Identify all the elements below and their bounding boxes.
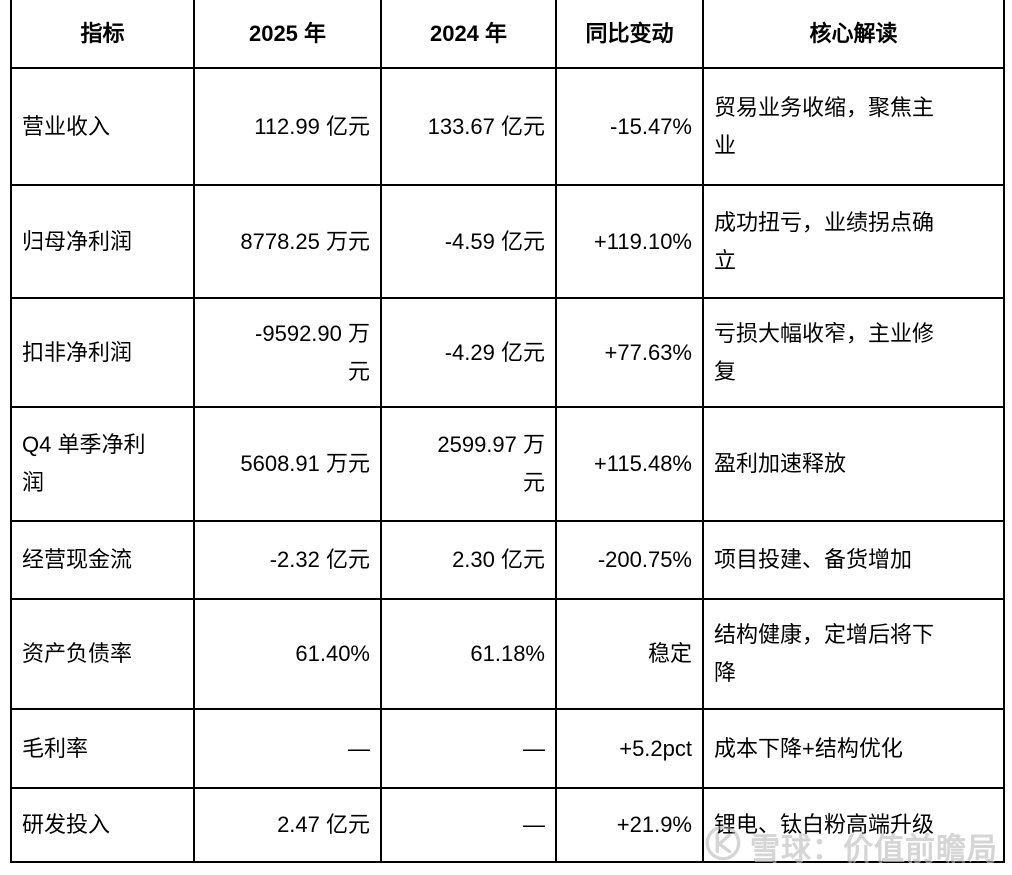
cell-2024-value: 133.67 亿元 — [380, 67, 557, 186]
header-yoy-change: 同比变动 — [555, 0, 704, 69]
cell-interpretation: 成功扭亏，业绩拐点确 立 — [702, 184, 1005, 299]
cell-2025-value: — — [193, 708, 382, 789]
cell-indicator: 扣非净利润 — [10, 297, 195, 408]
header-year-2025: 2025 年 — [193, 0, 382, 69]
header-indicator: 指标 — [10, 0, 195, 69]
table-row-net-profit: 归母净利润 8778.25 万元 -4.59 亿元 +119.10% 成功扭亏，… — [10, 184, 1005, 299]
cell-interpretation: 盈利加速释放 — [702, 406, 1005, 522]
table-container: 指标 2025 年 2024 年 同比变动 核心解读 营业收入 112.99 亿… — [10, 0, 1005, 863]
table-row-operating-cash-flow: 经营现金流 -2.32 亿元 2.30 亿元 -200.75% 项目投建、备货增… — [10, 520, 1005, 600]
table-row-debt-ratio: 资产负债率 61.40% 61.18% 稳定 结构健康，定增后将下 降 — [10, 598, 1005, 710]
cell-yoy-value: 稳定 — [555, 598, 704, 710]
cell-indicator: 毛利率 — [10, 708, 195, 789]
cell-indicator: 研发投入 — [10, 787, 195, 863]
cell-2025-value: -2.32 亿元 — [193, 520, 382, 600]
header-row: 指标 2025 年 2024 年 同比变动 核心解读 — [10, 0, 1005, 69]
metrics-table: 指标 2025 年 2024 年 同比变动 核心解读 营业收入 112.99 亿… — [10, 0, 1005, 863]
cell-2024-value: 2599.97 万 元 — [380, 406, 557, 522]
cell-indicator: 经营现金流 — [10, 520, 195, 600]
cell-yoy-value: +77.63% — [555, 297, 704, 408]
cell-interpretation: 结构健康，定增后将下 降 — [702, 598, 1005, 710]
cell-2024-value: — — [380, 708, 557, 789]
cell-2025-value: 2.47 亿元 — [193, 787, 382, 863]
header-core-interpretation: 核心解读 — [702, 0, 1005, 69]
cell-interpretation: 锂电、钛白粉高端升级 — [702, 787, 1005, 863]
cell-interpretation: 项目投建、备货增加 — [702, 520, 1005, 600]
cell-2024-value: -4.59 亿元 — [380, 184, 557, 299]
table-row-deducted-net-profit: 扣非净利润 -9592.90 万 元 -4.29 亿元 +77.63% 亏损大幅… — [10, 297, 1005, 408]
cell-indicator: 资产负债率 — [10, 598, 195, 710]
cell-yoy-value: +21.9% — [555, 787, 704, 863]
cell-2025-value: -9592.90 万 元 — [193, 297, 382, 408]
cell-yoy-value: +115.48% — [555, 406, 704, 522]
cell-2025-value: 8778.25 万元 — [193, 184, 382, 299]
cell-2024-value: — — [380, 787, 557, 863]
table-row-revenue: 营业收入 112.99 亿元 133.67 亿元 -15.47% 贸易业务收缩，… — [10, 67, 1005, 186]
cell-yoy-value: +119.10% — [555, 184, 704, 299]
cell-2024-value: -4.29 亿元 — [380, 297, 557, 408]
cell-2025-value: 5608.91 万元 — [193, 406, 382, 522]
cell-2025-value: 112.99 亿元 — [193, 67, 382, 186]
cell-yoy-value: +5.2pct — [555, 708, 704, 789]
cell-yoy-value: -15.47% — [555, 67, 704, 186]
cell-indicator: 营业收入 — [10, 67, 195, 186]
table-row-rd-investment: 研发投入 2.47 亿元 — +21.9% 锂电、钛白粉高端升级 — [10, 787, 1005, 863]
cell-2025-value: 61.40% — [193, 598, 382, 710]
cell-indicator: 归母净利润 — [10, 184, 195, 299]
cell-indicator: Q4 单季净利 润 — [10, 406, 195, 522]
cell-interpretation: 成本下降+结构优化 — [702, 708, 1005, 789]
table-row-q4-net-profit: Q4 单季净利 润 5608.91 万元 2599.97 万 元 +115.48… — [10, 406, 1005, 522]
cell-interpretation: 亏损大幅收窄，主业修 复 — [702, 297, 1005, 408]
header-year-2024: 2024 年 — [380, 0, 557, 69]
cell-2024-value: 2.30 亿元 — [380, 520, 557, 600]
cell-yoy-value: -200.75% — [555, 520, 704, 600]
cell-interpretation: 贸易业务收缩，聚焦主 业 — [702, 67, 1005, 186]
table-row-gross-margin: 毛利率 — — +5.2pct 成本下降+结构优化 — [10, 708, 1005, 789]
cell-2024-value: 61.18% — [380, 598, 557, 710]
